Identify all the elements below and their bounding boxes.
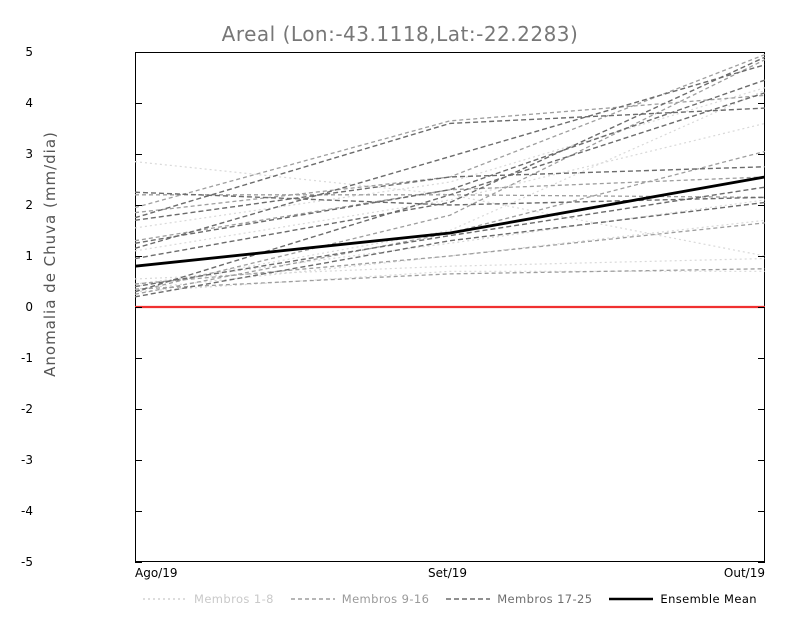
y-tick-mark [135, 103, 142, 104]
legend-item-ensemble-mean: Ensemble Mean [609, 592, 757, 606]
y-tick-mark [135, 562, 142, 563]
y-tick-mark [135, 460, 142, 461]
x-tick-label: Out/19 [723, 566, 765, 580]
series-line [135, 122, 765, 252]
y-tick-label: 4 [25, 96, 33, 110]
series-line [135, 94, 765, 209]
series-line [135, 56, 765, 260]
y-tick-mark [758, 460, 765, 461]
series-line [135, 175, 765, 268]
series-line [135, 64, 765, 250]
y-tick-mark [758, 562, 765, 563]
y-tick-label: -1 [21, 351, 33, 365]
x-tick-label: Set/19 [428, 566, 468, 580]
y-tick-label: 0 [25, 300, 33, 314]
y-tick-label: -4 [21, 504, 33, 518]
y-tick-label: 1 [25, 249, 33, 263]
series-line [135, 219, 765, 290]
y-tick-label: 3 [25, 147, 33, 161]
y-tick-label: -5 [21, 555, 33, 569]
legend-label-membros-17-25: Membros 17-25 [497, 592, 593, 606]
legend-item-membros-9-16: Membros 9-16 [290, 592, 430, 606]
y-tick-mark [758, 205, 765, 206]
legend-swatch-ensemble-mean [609, 597, 654, 601]
legend-label-membros-9-16: Membros 9-16 [341, 592, 430, 606]
series-layer [135, 53, 765, 309]
series-line [135, 89, 765, 288]
series-line [135, 79, 765, 244]
y-axis-label: Anomalia de Chuva (mm/dia) [41, 131, 59, 377]
y-tick-mark [758, 103, 765, 104]
y-tick-mark [758, 511, 765, 512]
legend-label-ensemble-mean: Ensemble Mean [660, 592, 757, 606]
series-line [135, 191, 765, 206]
y-tick-mark [135, 358, 142, 359]
series-line [135, 59, 765, 293]
legend-item-membros-17-25: Membros 17-25 [446, 592, 592, 606]
y-tick-mark [135, 409, 142, 410]
y-tick-mark [135, 154, 142, 155]
y-tick-mark [758, 409, 765, 410]
y-tick-label: 2 [25, 198, 33, 212]
series-line [135, 92, 765, 293]
series-line [135, 87, 765, 229]
y-tick-mark [135, 511, 142, 512]
y-tick-mark [758, 154, 765, 155]
y-tick-mark [135, 205, 142, 206]
x-tick-label: Ago/19 [135, 566, 178, 580]
series-line [135, 270, 765, 293]
chart-title: Areal (Lon:-43.1118,Lat:-22.2283) [221, 22, 579, 46]
legend-swatch-membros-17-25 [446, 598, 491, 600]
legend: Membros 1-8 Membros 9-16 Membros 17-25 E… [0, 586, 800, 612]
series-line [135, 186, 765, 288]
y-tick-mark [135, 307, 142, 308]
y-tick-mark [135, 52, 142, 53]
y-tick-mark [758, 52, 765, 53]
series-line [135, 201, 765, 298]
legend-swatch-membros-9-16 [290, 598, 335, 600]
y-tick-label: -3 [21, 453, 33, 467]
y-tick-mark [758, 307, 765, 308]
series-line [135, 107, 765, 219]
y-tick-mark [758, 358, 765, 359]
legend-label-membros-1-8: Membros 1-8 [194, 592, 274, 606]
series-line [135, 199, 765, 285]
y-tick-mark [758, 256, 765, 257]
series-line [135, 222, 765, 285]
y-tick-label: 5 [25, 45, 33, 59]
series-line [135, 166, 765, 221]
y-tick-label: -2 [21, 402, 33, 416]
y-tick-mark [135, 256, 142, 257]
series-line [135, 268, 765, 290]
legend-item-membros-1-8: Membros 1-8 [143, 592, 274, 606]
legend-swatch-membros-1-8 [143, 598, 187, 600]
series-line [135, 150, 765, 295]
series-line [135, 176, 765, 242]
